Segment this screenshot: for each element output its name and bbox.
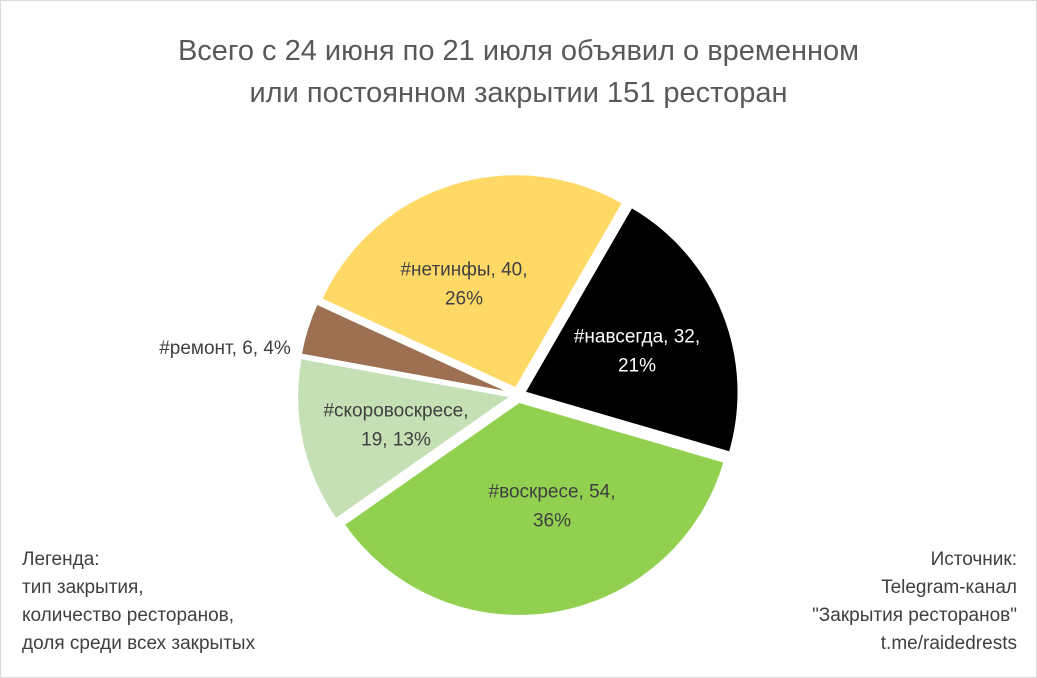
slice-label-line: #скоровоскресе, bbox=[323, 401, 468, 422]
slice-label-line: #нетинфы, 40, bbox=[400, 260, 527, 281]
legend-note-line: доля среди всех закрытых bbox=[22, 633, 256, 654]
slice-label-line: #ремонт, 6, 4% bbox=[159, 338, 291, 359]
legend-note-line: количество ресторанов, bbox=[22, 605, 235, 626]
pie-slice-воскресе bbox=[342, 400, 726, 617]
source-note-line: "Закрытия ресторанов" bbox=[812, 605, 1017, 626]
pie-slice-нетинфы bbox=[320, 173, 625, 390]
slice-label-line: 19, 13% bbox=[361, 430, 431, 451]
pie-slice-скоровоскресе bbox=[296, 356, 514, 521]
source-note: Источник: Telegram-канал "Закрытия ресто… bbox=[812, 546, 1017, 658]
pie-slice-ремонт bbox=[299, 302, 512, 394]
slice-label-ремонт: #ремонт, 6, 4% bbox=[159, 338, 291, 359]
legend-note-line: Легенда: bbox=[22, 549, 100, 570]
pie-slice-навсегда bbox=[522, 205, 740, 454]
source-note-line: Telegram-канал bbox=[881, 577, 1017, 598]
legend-note: Легенда: тип закрытия, количество рестор… bbox=[22, 546, 255, 658]
slice-label-скоровоскресе: #скоровоскресе, 19, 13% bbox=[323, 401, 468, 451]
chart-title: Всего с 24 июня по 21 июля объявил о вре… bbox=[0, 30, 1037, 114]
slice-label-line: #навсегда, 32, bbox=[574, 327, 700, 348]
slice-label-line: 21% bbox=[618, 356, 656, 377]
slice-label-line: 26% bbox=[445, 289, 483, 310]
slice-label-воскресе: #воскресе, 54, 36% bbox=[489, 482, 616, 532]
slice-label-line: #воскресе, 54, bbox=[489, 482, 616, 503]
source-note-line: Источник: bbox=[930, 549, 1017, 570]
slice-label-line: 36% bbox=[533, 511, 571, 532]
slice-label-навсегда: #навсегда, 32, 21% bbox=[574, 327, 700, 377]
chart-title-line-1: Всего с 24 июня по 21 июля объявил о вре… bbox=[177, 35, 860, 67]
slice-label-нетинфы: #нетинфы, 40, 26% bbox=[400, 260, 527, 310]
source-note-line: t.me/raidedrests bbox=[880, 633, 1017, 654]
chart-title-line-2: или постоянном закрытии 151 ресторан bbox=[249, 77, 788, 109]
legend-note-line: тип закрытия, bbox=[22, 577, 144, 598]
